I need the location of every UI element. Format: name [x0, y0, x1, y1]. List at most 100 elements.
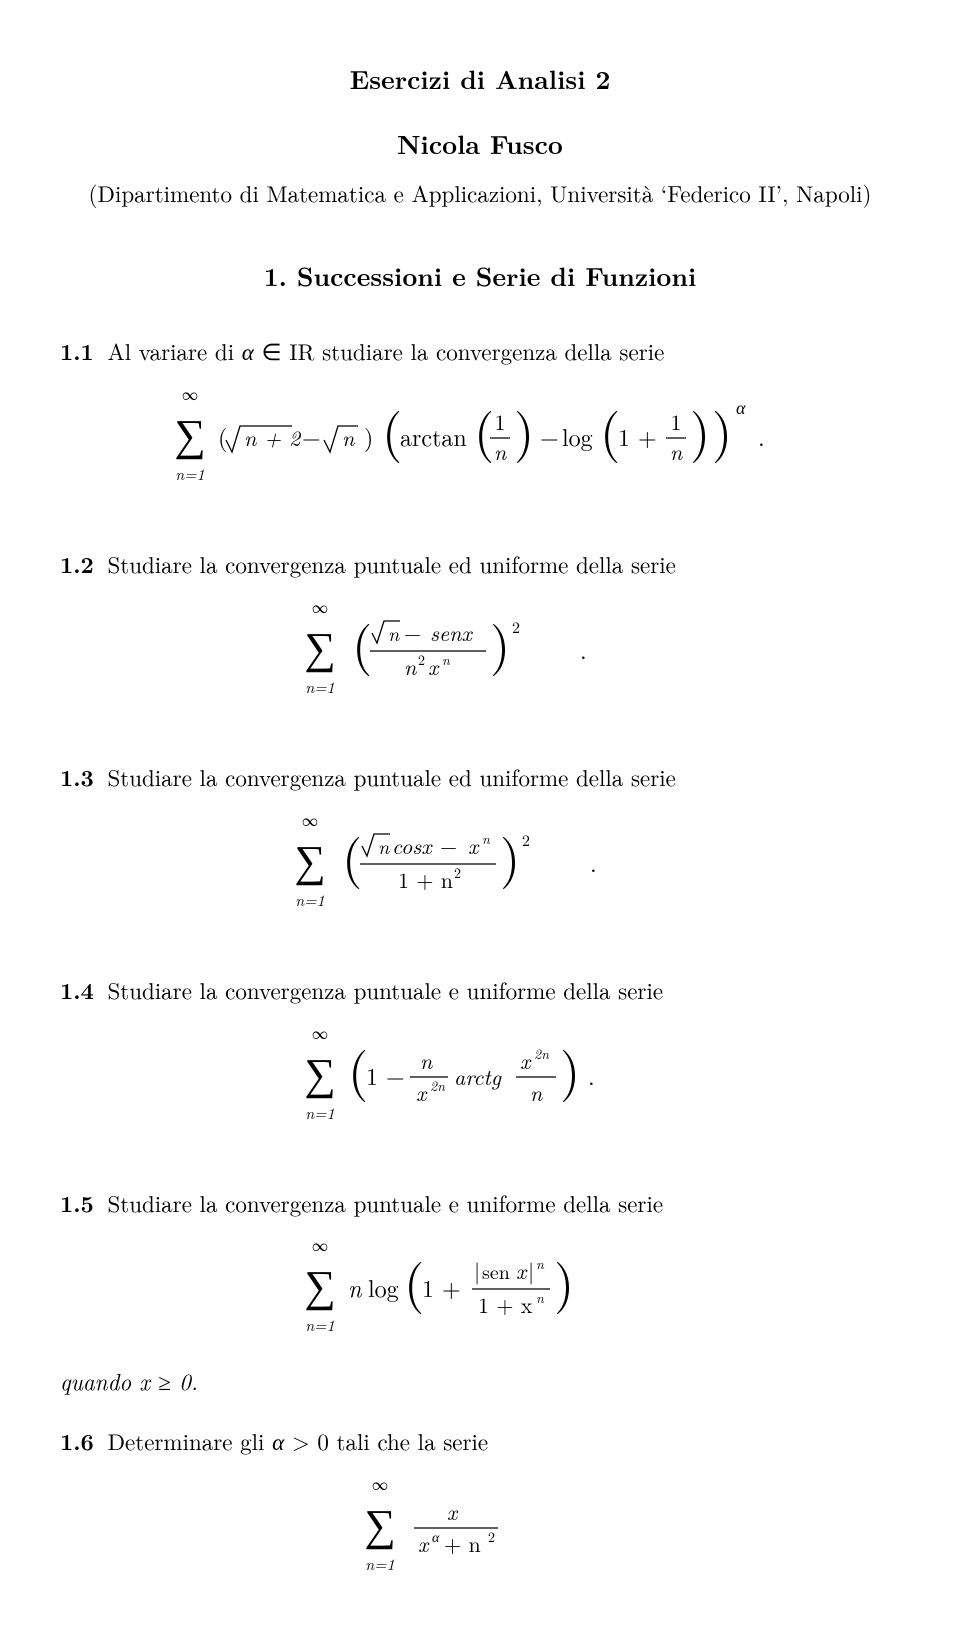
period: . — [590, 845, 597, 879]
sigma-icon: ∑ — [304, 1039, 335, 1102]
exercise-1-2: 1.2 Studiare la convergenza puntuale ed … — [60, 549, 900, 579]
den-exp: n — [536, 1288, 545, 1308]
sigma-icon: ∑ — [304, 613, 335, 676]
sqrt-arg: n — [342, 422, 355, 453]
sqrt-arg: n + 2 — [244, 422, 302, 453]
sum-lower: n=1 — [305, 1101, 334, 1124]
big-lparen: ( — [474, 392, 494, 466]
exercise-text: ∈ — [254, 334, 289, 367]
one-plus: 1 + — [422, 1270, 461, 1304]
senx: senx — [430, 617, 473, 648]
x: x — [516, 1255, 528, 1286]
log: log — [562, 419, 593, 453]
formula-5: ∞ ∑ n=1 n log ( 1 + | sen x | n 1 + x n … — [60, 1235, 900, 1350]
big-rparen: ) — [712, 392, 732, 466]
alpha-symbol: α — [242, 334, 254, 367]
exercise-text: Studiare la convergenza puntuale ed unif… — [107, 547, 675, 580]
den-x: x — [428, 651, 440, 682]
minus: − — [302, 419, 321, 453]
section-heading: 1. Successioni e Serie di Funzioni — [60, 257, 900, 294]
exercise-number: 1.3 — [60, 760, 94, 793]
sum-lower: n=1 — [365, 1552, 394, 1575]
den-alpha: α — [432, 1527, 440, 1547]
exercise-text: Studiare la convergenza puntuale ed unif… — [107, 760, 675, 793]
exercise-1-3: 1.3 Studiare la convergenza puntuale ed … — [60, 762, 900, 792]
sigma-icon: ∑ — [364, 1490, 395, 1553]
den: 1 + x — [478, 1289, 533, 1320]
exercise-number: 1.6 — [60, 1424, 94, 1457]
den-exp: 2 — [454, 863, 461, 883]
ir-symbol: IR — [289, 334, 314, 367]
exercise-text: studiare la convergenza della serie — [314, 334, 664, 367]
exercise-1-1: 1.1 Al variare di α ∈ IR studiare la con… — [60, 336, 900, 366]
inner-den-x: x — [416, 1077, 428, 1108]
sum-lower: n=1 — [295, 888, 324, 911]
frac-num: x — [447, 1496, 459, 1527]
doc-author: Nicola Fusco — [60, 125, 900, 162]
exercise-text: Studiare la convergenza puntuale e unifo… — [107, 973, 663, 1006]
num-exp: n — [536, 1254, 545, 1274]
formula-3: ∞ ∑ n=1 ( n cosx − x n 1 + n 2 ) 2 . — [60, 810, 900, 925]
den-x: x — [418, 1528, 430, 1559]
alpha-symbol: α — [272, 1424, 284, 1457]
exercise-1-6: 1.6 Determinare gli α > 0 tali che la se… — [60, 1426, 900, 1456]
one-minus: 1 − — [366, 1058, 405, 1092]
inner-den-exp: 2n — [430, 1076, 446, 1096]
arctan: arctan — [400, 419, 467, 453]
exercise-text: Al variare di — [107, 334, 241, 367]
exercise-number: 1.1 — [60, 334, 94, 367]
right-den: n — [530, 1077, 543, 1108]
exercise-number: 1.5 — [60, 1186, 94, 1219]
right-num-exp: 2n — [534, 1044, 550, 1064]
formula-2: ∞ ∑ n=1 ( n − senx n 2 x n ) 2 . — [60, 597, 900, 712]
exponent-2: 2 — [512, 615, 520, 638]
frac-num: 1 — [494, 406, 505, 437]
frac-den: n — [494, 436, 507, 467]
formula-6: ∞ ∑ n=1 x x α + n 2 — [60, 1474, 900, 1589]
frac-num: 1 — [670, 406, 681, 437]
abs-bar: | — [528, 1255, 534, 1286]
one-plus: 1 + — [618, 419, 657, 453]
formula-1: ∞ ∑ n=1 ( n + 2 − n ) ( arctan ( 1 n ) −… — [60, 384, 900, 499]
big-rparen: ) — [500, 818, 520, 892]
big-rparen: ) — [514, 392, 534, 466]
den: 1 + n — [398, 864, 453, 895]
log: log — [368, 1270, 399, 1304]
inner-num: n — [420, 1045, 433, 1076]
sigma-icon: ∑ — [304, 1251, 335, 1314]
xn-x: x — [468, 830, 480, 861]
abs-bar: | — [474, 1255, 480, 1286]
cosx: cosx — [392, 830, 433, 861]
sum-lower: n=1 — [175, 462, 204, 485]
n: n — [348, 1270, 363, 1304]
period: . — [588, 1058, 595, 1092]
den-xexp: n — [442, 650, 451, 670]
formula-4: ∞ ∑ n=1 ( 1 − n x 2n arctg x 2n n ) . — [60, 1023, 900, 1138]
sqrt-arg: n — [378, 831, 390, 860]
exercise-1-5: 1.5 Studiare la convergenza puntuale e u… — [60, 1188, 900, 1218]
condition-text: quando x ≥ 0. — [60, 1364, 198, 1397]
exercise-1-5-condition: quando x ≥ 0. — [60, 1366, 900, 1396]
sigma-icon: ∑ — [174, 400, 205, 463]
big-rparen: ) — [560, 1031, 580, 1105]
exercise-number: 1.4 — [60, 973, 94, 1006]
frac-den: n — [670, 436, 683, 467]
xn-n: n — [482, 829, 491, 849]
sum-lower: n=1 — [305, 675, 334, 698]
den-exp: 2 — [418, 650, 425, 670]
den-n-exp: 2 — [488, 1527, 495, 1547]
exercise-1-4: 1.4 Studiare la convergenza puntuale e u… — [60, 975, 900, 1005]
exercise-text: > 0 tali che la serie — [284, 1424, 488, 1457]
big-rparen: ) — [490, 605, 510, 679]
minus: − — [404, 617, 421, 648]
exponent-2: 2 — [522, 828, 530, 851]
exercise-number: 1.2 — [60, 547, 94, 580]
lparen: ( — [218, 419, 227, 453]
sen: sen — [482, 1256, 510, 1285]
sqrt-arg: n — [388, 618, 400, 647]
big-rparen: ) — [554, 1243, 574, 1317]
doc-title: Esercizi di Analisi 2 — [60, 60, 900, 97]
arctg: arctg — [454, 1061, 502, 1092]
big-lparen: ( — [342, 818, 362, 892]
sigma-icon: ∑ — [294, 826, 325, 889]
